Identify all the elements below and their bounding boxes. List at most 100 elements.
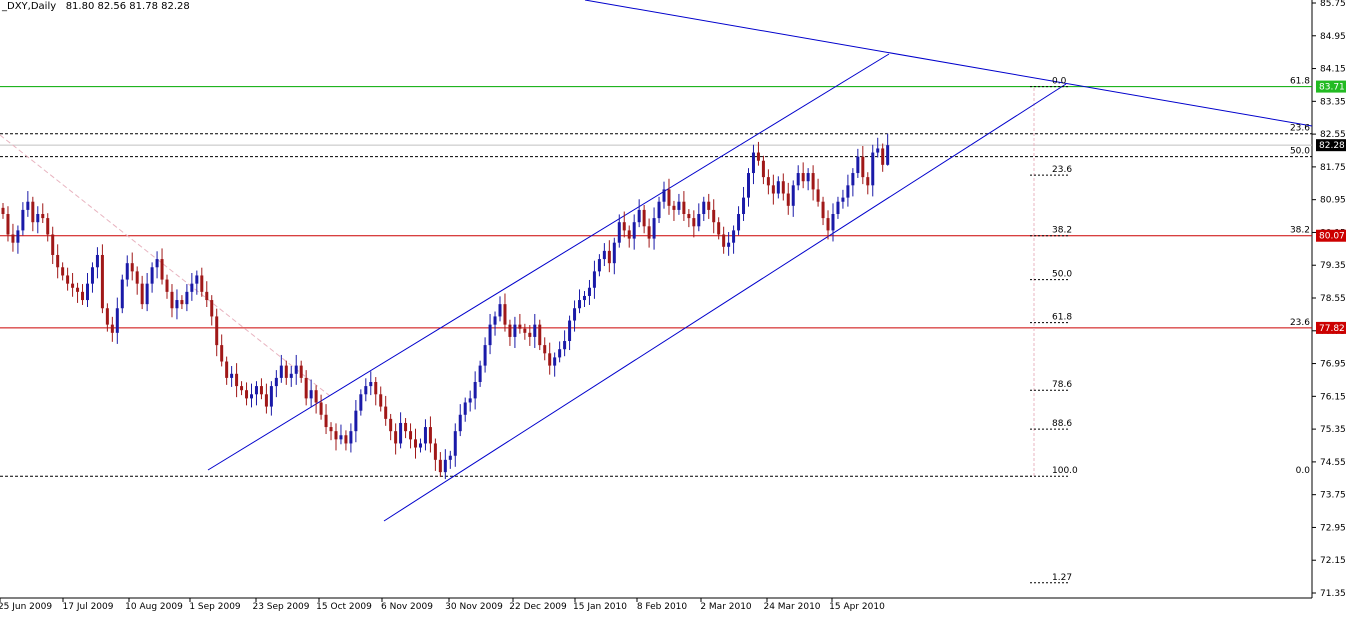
candle-body xyxy=(11,234,15,243)
candle-body xyxy=(518,324,522,329)
y-tick-label: 79.35 xyxy=(1320,261,1346,271)
fib-level-label: 61.8 xyxy=(1052,313,1072,323)
candle-body xyxy=(483,345,487,366)
candle-body xyxy=(215,316,219,346)
candle-body xyxy=(250,394,253,399)
x-tick-label: 15 Oct 2009 xyxy=(316,602,372,612)
candle-body xyxy=(359,394,363,411)
candle-body xyxy=(528,332,532,337)
candle-body xyxy=(831,214,835,231)
candle-body xyxy=(513,324,517,337)
candle-body xyxy=(374,381,378,395)
candle-body xyxy=(105,308,109,325)
candle-body xyxy=(637,209,641,223)
candle-body xyxy=(448,455,452,460)
candle-body xyxy=(61,267,65,276)
candle-body xyxy=(742,197,746,215)
candle-body xyxy=(642,209,646,227)
x-tick-label: 2 Mar 2010 xyxy=(700,602,752,612)
fib-level-label: 78.6 xyxy=(1052,380,1072,390)
price-tag-label: 82.28 xyxy=(1319,141,1345,151)
candle-body xyxy=(821,201,825,219)
y-tick-label: 76.15 xyxy=(1320,392,1346,402)
y-tick-label: 76.95 xyxy=(1320,360,1346,370)
candle-body xyxy=(756,152,760,161)
candle-body xyxy=(41,214,45,219)
candle-body xyxy=(284,365,288,378)
candle-body xyxy=(334,431,338,440)
candle-body xyxy=(737,214,741,231)
candle-body xyxy=(240,386,244,391)
candle-body xyxy=(458,414,462,432)
y-tick-label: 73.75 xyxy=(1320,491,1346,501)
diagonal-guide xyxy=(0,134,331,397)
channel-upper-line xyxy=(207,53,890,471)
candle-body xyxy=(205,291,209,301)
candle-body xyxy=(871,152,875,186)
candle-body xyxy=(747,173,750,198)
price-tag-label: 83.71 xyxy=(1319,83,1345,93)
candle-body xyxy=(185,291,189,305)
candle-body xyxy=(294,365,298,374)
candle-body xyxy=(493,316,497,325)
candle-body xyxy=(781,181,785,194)
candle-body xyxy=(76,287,80,292)
candle-body xyxy=(558,349,562,358)
y-tick-label: 81.75 xyxy=(1320,163,1346,173)
x-tick-label: 30 Nov 2009 xyxy=(445,602,503,612)
fib-level-label: 1.27 xyxy=(1052,573,1072,583)
symbol-label: _DXY,Daily xyxy=(2,1,57,12)
x-tick-label: 17 Jul 2009 xyxy=(63,602,114,612)
y-tick-label: 85.75 xyxy=(1320,0,1346,9)
candle-body xyxy=(56,254,60,268)
candle-body xyxy=(473,381,477,399)
candle-body xyxy=(543,345,547,354)
candle-body xyxy=(498,304,502,317)
price-tag xyxy=(1316,80,1346,93)
resistance-trendline xyxy=(584,0,1313,127)
y-tick-label: 72.15 xyxy=(1320,556,1346,566)
candle-body xyxy=(717,222,721,235)
y-tick-label: 83.35 xyxy=(1320,97,1346,107)
price-tag xyxy=(1316,139,1346,152)
candle-body xyxy=(349,431,353,444)
candle-body xyxy=(548,353,552,366)
candle-body xyxy=(110,324,114,333)
candle-body xyxy=(175,300,179,309)
candle-body xyxy=(727,242,731,247)
candle-body xyxy=(687,214,691,219)
candle-body xyxy=(51,234,55,255)
candle-body xyxy=(801,173,805,182)
candle-body xyxy=(503,304,507,325)
candle-body xyxy=(21,209,25,231)
candle-body xyxy=(662,189,666,202)
fib-right-label: 23.6 xyxy=(1290,124,1310,134)
candle-body xyxy=(274,377,278,387)
candle-body xyxy=(622,222,626,231)
candle-body xyxy=(200,275,204,292)
x-tick-label: 15 Apr 2010 xyxy=(829,602,885,612)
candle-body xyxy=(433,443,437,460)
y-tick-label: 80.95 xyxy=(1320,196,1346,206)
candle-body xyxy=(155,259,159,268)
candle-body xyxy=(140,283,144,305)
candle-body xyxy=(582,295,586,301)
chart-header: _DXY,Daily 81.80 82.56 81.78 82.28 xyxy=(2,1,190,12)
candle-body xyxy=(707,201,711,210)
candle-body xyxy=(31,201,35,223)
candle-body xyxy=(26,201,30,210)
fib-level-label: 100.0 xyxy=(1052,466,1078,476)
candle-body xyxy=(379,394,383,407)
candle-body xyxy=(647,226,651,239)
x-tick-label: 22 Dec 2009 xyxy=(509,602,567,612)
candle-body xyxy=(806,173,810,182)
candle-body xyxy=(344,435,348,444)
candle-body xyxy=(796,173,800,186)
candle-body xyxy=(230,373,234,378)
candle-body xyxy=(587,287,591,296)
candle-body xyxy=(523,328,527,333)
candle-body xyxy=(811,173,815,190)
x-tick-label: 10 Aug 2009 xyxy=(125,602,183,612)
y-tick-label: 82.55 xyxy=(1320,130,1346,140)
